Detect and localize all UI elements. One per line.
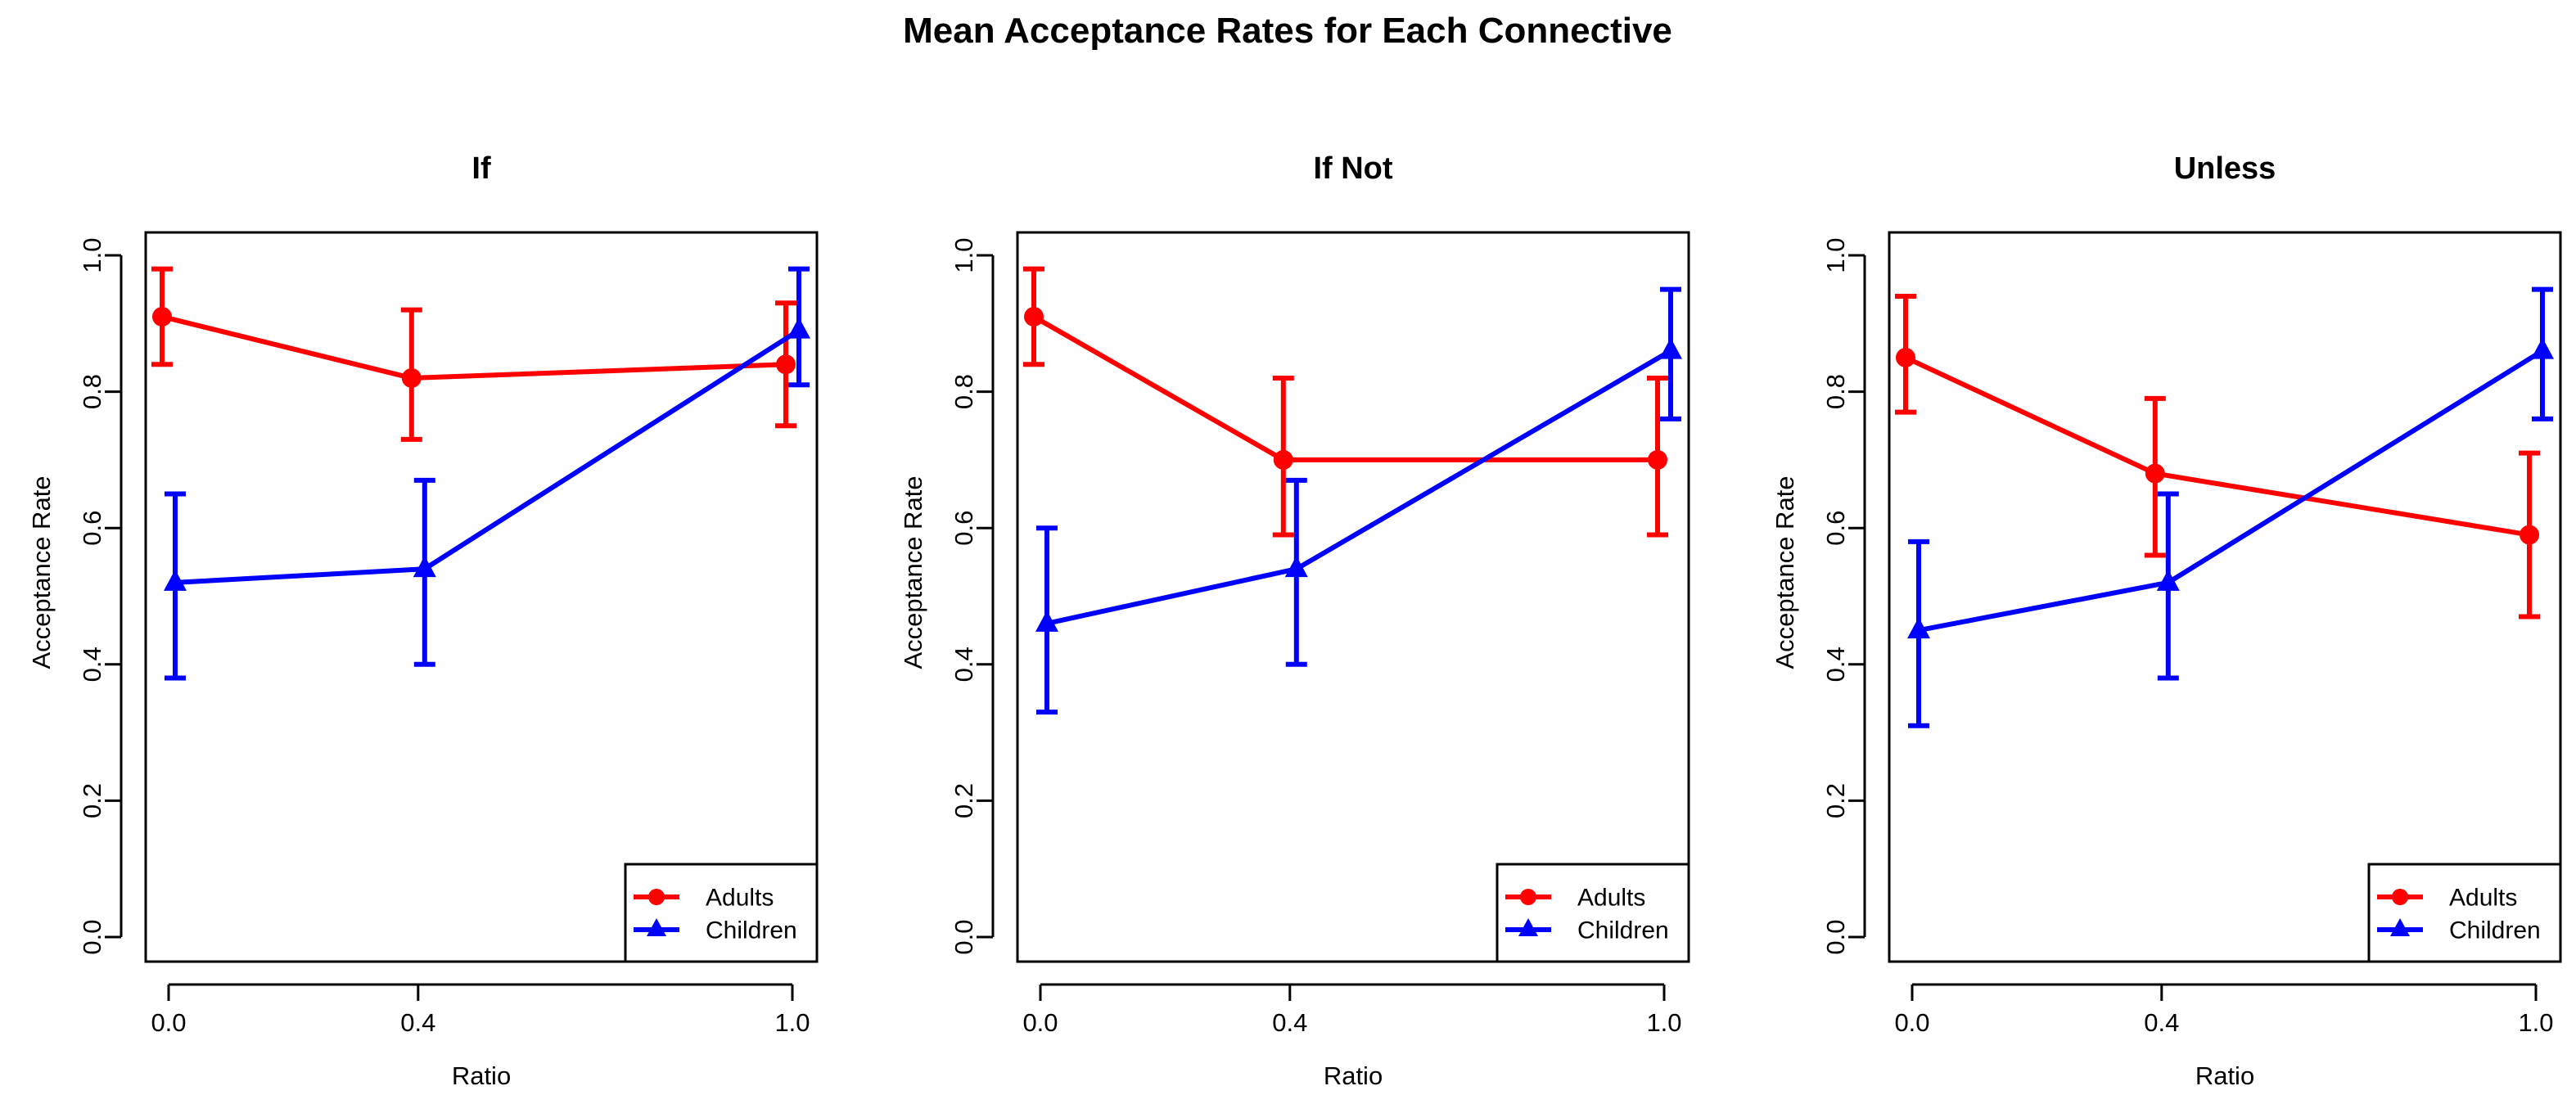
x-axis-label: Ratio bbox=[452, 1061, 511, 1090]
x-tick-label: 1.0 bbox=[2518, 1008, 2553, 1037]
legend: Adults Children bbox=[1496, 863, 1690, 963]
plot-frame bbox=[1016, 231, 1690, 963]
y-tick-label: 0.2 bbox=[1821, 783, 1850, 818]
legend-label: Adults bbox=[2449, 885, 2517, 912]
chart-panels: If 0.0 0.2 0.4 0.6 0.8 1.0 Acceptance Rate 0.0 0.… bbox=[27, 151, 2562, 1090]
y-tick-label: 0.8 bbox=[950, 374, 978, 409]
data-point bbox=[1024, 306, 1044, 327]
data-point bbox=[1284, 556, 1308, 578]
series-line bbox=[1904, 355, 2530, 538]
y-tick-label: 0.8 bbox=[1821, 374, 1850, 409]
data-point bbox=[787, 317, 810, 339]
legend-marker bbox=[647, 918, 666, 936]
x-tick-label: 1.0 bbox=[1646, 1008, 1681, 1037]
data-point bbox=[2531, 337, 2554, 359]
x-tick-label: 0.4 bbox=[2144, 1008, 2179, 1037]
y-tick-label: 0.6 bbox=[950, 511, 978, 546]
y-axis-label: Acceptance Rate bbox=[899, 475, 927, 669]
data-point bbox=[1273, 449, 1293, 470]
data-point bbox=[152, 306, 172, 327]
legend-marker bbox=[1520, 889, 1536, 905]
series-children bbox=[1907, 286, 2554, 728]
panel-title: If Not bbox=[1313, 151, 1392, 186]
data-point bbox=[776, 354, 796, 375]
y-tick-label: 0.0 bbox=[950, 919, 978, 954]
y-tick-label: 1.0 bbox=[950, 237, 978, 273]
legend-marker bbox=[1518, 918, 1538, 936]
y-tick-label: 0.0 bbox=[78, 919, 106, 954]
panel-if: If 0.0 0.2 0.4 0.6 0.8 1.0 Acceptance Rate 0.0 0.… bbox=[27, 151, 819, 1090]
legend-label: Adults bbox=[1577, 885, 1645, 912]
series-adults bbox=[1023, 266, 1668, 538]
data-point bbox=[2156, 569, 2180, 591]
x-tick-label: 0.0 bbox=[1894, 1008, 1929, 1037]
y-tick-label: 0.8 bbox=[78, 374, 106, 409]
plot-frame bbox=[1888, 231, 2562, 963]
data-point bbox=[2520, 525, 2539, 545]
series-line bbox=[1032, 314, 1658, 462]
legend-label: Children bbox=[2449, 917, 2541, 944]
legend-label: Children bbox=[1577, 917, 1669, 944]
legend-box bbox=[2367, 863, 2562, 963]
y-tick-label: 0.6 bbox=[78, 511, 106, 546]
series-line bbox=[161, 314, 787, 381]
y-tick-label: 0.0 bbox=[1821, 919, 1850, 954]
y-tick-label: 1.0 bbox=[1821, 237, 1850, 273]
x-tick-label: 0.4 bbox=[1272, 1008, 1307, 1037]
y-axis-label: Acceptance Rate bbox=[27, 475, 56, 669]
legend-box bbox=[1496, 863, 1690, 963]
series-adults bbox=[1895, 293, 2540, 620]
series-line bbox=[1046, 349, 1672, 626]
data-point bbox=[1035, 610, 1058, 632]
y-tick-label: 1.0 bbox=[78, 237, 106, 273]
data-point bbox=[1896, 347, 1915, 367]
y-tick-label: 0.2 bbox=[950, 783, 978, 818]
data-point bbox=[164, 569, 187, 591]
panel-title: Unless bbox=[2174, 151, 2276, 186]
series-line bbox=[1918, 349, 2544, 633]
chart-title: Mean Acceptance Rates for Each Connectiv… bbox=[903, 11, 1672, 51]
legend-marker bbox=[2392, 889, 2408, 905]
series-children bbox=[164, 266, 810, 681]
data-point bbox=[1648, 449, 1667, 470]
series-adults bbox=[151, 266, 796, 442]
plot-frame bbox=[144, 231, 819, 963]
legend: Adults Children bbox=[624, 863, 819, 963]
x-tick-label: 0.0 bbox=[151, 1008, 186, 1037]
x-tick-label: 0.0 bbox=[1022, 1008, 1058, 1037]
x-axis-label: Ratio bbox=[2195, 1061, 2254, 1090]
panel-unless: Unless 0.0 0.2 0.4 0.6 0.8 1.0 Acceptance Rate 0… bbox=[1771, 151, 2562, 1090]
y-tick-label: 0.4 bbox=[78, 647, 106, 682]
data-point bbox=[1907, 617, 1930, 639]
data-point bbox=[1659, 337, 1682, 359]
legend-label: Children bbox=[706, 917, 797, 944]
panel-if-not: If Not 0.0 0.2 0.4 0.6 0.8 1.0 Acceptance Rate 0… bbox=[899, 151, 1690, 1090]
legend: Adults Children bbox=[2367, 863, 2562, 963]
y-tick-label: 0.6 bbox=[1821, 511, 1850, 546]
data-point bbox=[2145, 463, 2165, 484]
legend-marker bbox=[2390, 918, 2410, 936]
series-children bbox=[1035, 286, 1682, 715]
data-point bbox=[413, 556, 436, 578]
y-tick-label: 0.2 bbox=[78, 783, 106, 818]
y-tick-label: 0.4 bbox=[1821, 647, 1850, 682]
panel-title: If bbox=[471, 151, 491, 186]
x-tick-label: 0.4 bbox=[400, 1008, 435, 1037]
x-tick-label: 1.0 bbox=[774, 1008, 810, 1037]
y-tick-label: 0.4 bbox=[950, 647, 978, 682]
legend-label: Adults bbox=[706, 885, 774, 912]
legend-box bbox=[624, 863, 819, 963]
data-point bbox=[401, 367, 422, 388]
x-axis-label: Ratio bbox=[1324, 1061, 1383, 1090]
legend-marker bbox=[648, 889, 665, 905]
y-axis-label: Acceptance Rate bbox=[1771, 475, 1799, 669]
